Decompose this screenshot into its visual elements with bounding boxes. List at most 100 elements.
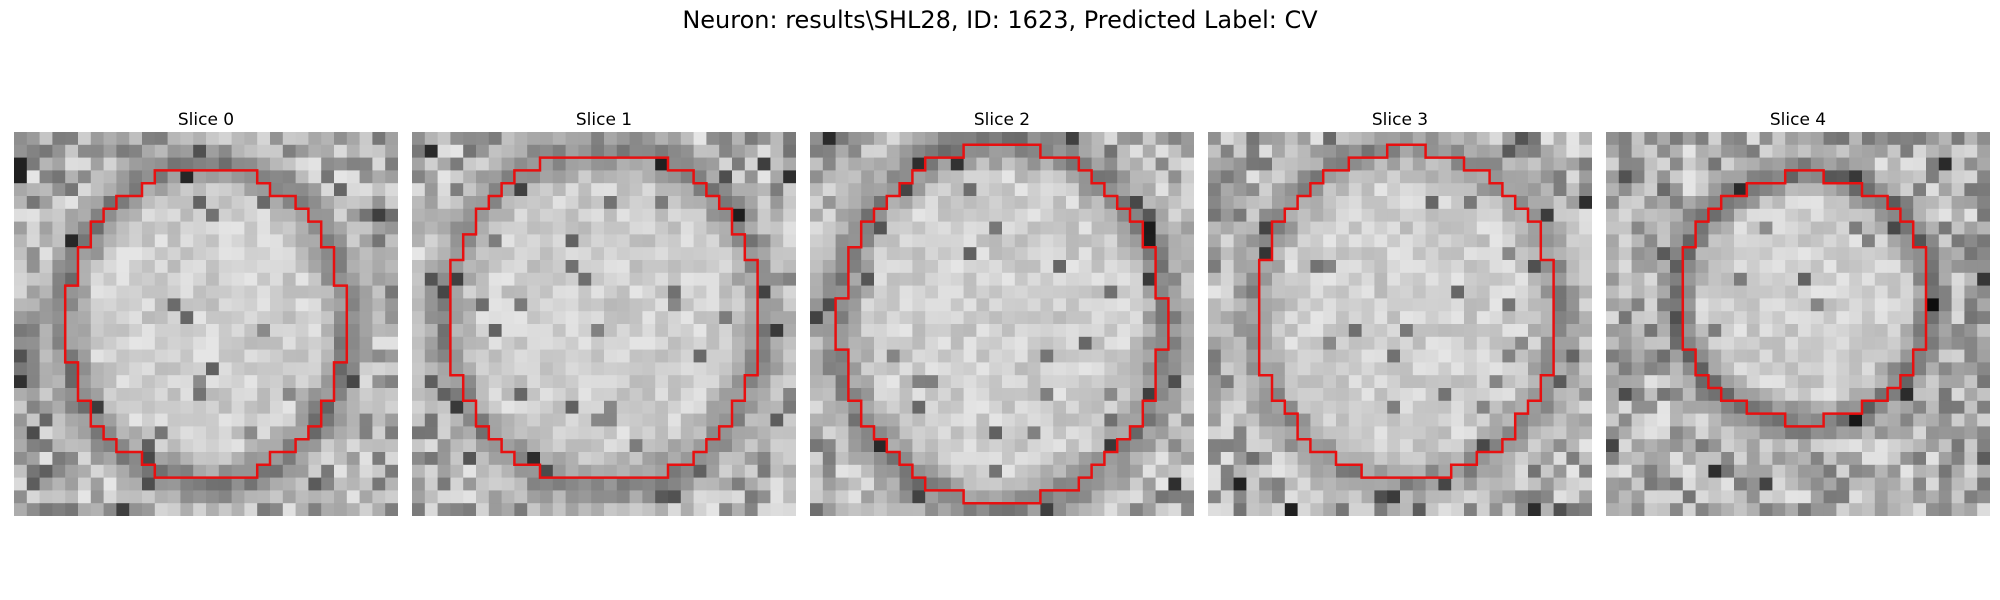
- pixel: [1734, 477, 1748, 491]
- pixel: [78, 260, 92, 274]
- pixel: [1400, 477, 1414, 491]
- pixel: [295, 183, 309, 197]
- pixel: [989, 298, 1003, 312]
- pixel: [1297, 221, 1311, 235]
- pixel: [1014, 349, 1029, 363]
- pixel: [1104, 157, 1118, 171]
- pixel: [231, 272, 245, 287]
- pixel: [476, 388, 490, 402]
- pixel: [1425, 490, 1439, 504]
- pixel: [334, 336, 348, 351]
- pixel: [334, 247, 348, 261]
- pixel: [1874, 183, 1889, 197]
- pixel: [1323, 221, 1337, 235]
- pixel: [1836, 388, 1850, 402]
- pixel: [925, 336, 939, 351]
- pixel: [1104, 324, 1118, 338]
- pixel: [925, 234, 939, 248]
- pixel: [1142, 196, 1157, 210]
- pixel: [14, 144, 28, 159]
- pixel: [1168, 234, 1182, 248]
- pixel: [450, 503, 464, 516]
- pixel: [989, 272, 1003, 287]
- pixel: [770, 234, 784, 248]
- pixel: [26, 208, 41, 223]
- pixel: [385, 183, 398, 197]
- pixel: [1695, 452, 1709, 466]
- pixel: [1246, 298, 1260, 312]
- pixel: [167, 260, 181, 274]
- pixel: [886, 298, 901, 312]
- pixel: [154, 477, 169, 491]
- pixel: [1348, 157, 1363, 171]
- pixel: [732, 196, 746, 210]
- pixel: [1926, 413, 1940, 427]
- pixel: [463, 324, 477, 338]
- pixel: [26, 464, 41, 479]
- pixel: [308, 400, 322, 415]
- pixel: [1400, 426, 1414, 440]
- pixel: [1900, 336, 1914, 351]
- pixel: [1014, 272, 1029, 287]
- pixel: [282, 196, 297, 210]
- pixel: [308, 426, 322, 440]
- pixel: [1938, 157, 1953, 171]
- pixel: [1977, 183, 1990, 197]
- pixel: [925, 324, 939, 338]
- pixel: [1721, 221, 1735, 235]
- pixel: [629, 490, 643, 504]
- pixel: [874, 311, 888, 325]
- pixel: [1515, 157, 1529, 171]
- pixel: [346, 400, 361, 415]
- pixel: [1631, 285, 1645, 299]
- pixel: [963, 144, 977, 159]
- pixel: [308, 503, 322, 516]
- pixel: [359, 311, 373, 325]
- slice-image: [412, 132, 796, 516]
- pixel: [1721, 477, 1735, 491]
- pixel: [1618, 426, 1633, 440]
- pixel: [744, 247, 759, 261]
- pixel: [732, 247, 746, 261]
- pixel: [103, 183, 117, 197]
- pixel: [1002, 464, 1016, 479]
- pixel: [861, 221, 875, 235]
- pixel: [282, 298, 297, 312]
- pixel: [744, 503, 759, 516]
- pixel: [1913, 477, 1927, 491]
- pixel: [976, 452, 990, 466]
- pixel: [90, 183, 105, 197]
- pixel: [757, 196, 771, 210]
- pixel: [14, 477, 28, 491]
- pixel: [552, 413, 567, 427]
- pixel: [1772, 349, 1786, 363]
- pixel: [1657, 157, 1671, 171]
- pixel: [321, 221, 335, 235]
- pixel: [1708, 132, 1722, 146]
- pixel: [359, 298, 373, 312]
- pixel: [835, 311, 849, 325]
- pixel: [129, 349, 143, 363]
- pixel: [488, 247, 503, 261]
- pixel: [295, 362, 309, 376]
- pixel: [1798, 388, 1812, 402]
- pixel: [244, 311, 258, 325]
- pixel: [514, 324, 528, 338]
- pixel: [822, 132, 837, 146]
- pixel: [1181, 349, 1194, 363]
- pixel: [1746, 336, 1761, 351]
- pixel: [142, 400, 156, 415]
- pixel: [193, 362, 207, 376]
- pixel: [591, 400, 605, 415]
- pixel: [925, 477, 939, 491]
- pixel: [604, 477, 618, 491]
- pixel: [1874, 208, 1889, 223]
- pixel: [308, 362, 322, 376]
- pixel: [1117, 464, 1131, 479]
- pixel: [719, 464, 733, 479]
- pixel: [527, 439, 541, 453]
- pixel: [1348, 324, 1363, 338]
- pixel: [26, 426, 41, 440]
- pixel: [346, 349, 361, 363]
- pixel: [1284, 196, 1299, 210]
